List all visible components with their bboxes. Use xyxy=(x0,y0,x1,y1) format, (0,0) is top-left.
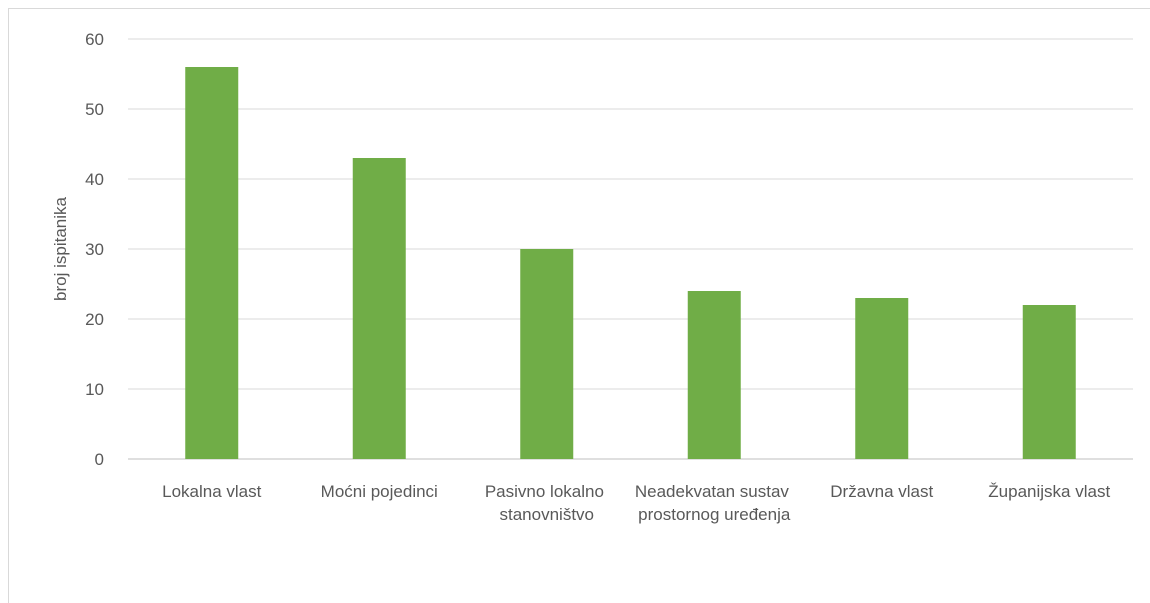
bar xyxy=(855,298,909,459)
x-tick-label: Neadekvatan sustav prostornog uređenja xyxy=(635,482,794,524)
x-tick-label: Državna vlast xyxy=(830,482,933,501)
bar xyxy=(520,249,574,459)
x-tick-label: Lokalna vlast xyxy=(162,482,262,501)
bar xyxy=(185,67,239,459)
x-tick-label: Moćni pojedinci xyxy=(321,482,438,501)
x-tick-label: Županijska vlast xyxy=(988,482,1110,501)
chart-border xyxy=(8,8,1150,603)
y-tick-label: 50 xyxy=(85,100,104,119)
x-tick-label: Pasivno lokalno stanovništvo xyxy=(485,482,609,524)
y-tick-label: 30 xyxy=(85,240,104,259)
bar xyxy=(1022,305,1076,459)
y-tick-label: 60 xyxy=(85,30,104,49)
y-tick-label: 10 xyxy=(85,380,104,399)
y-tick-label: 20 xyxy=(85,310,104,329)
y-axis-label: broj ispitanika xyxy=(51,196,70,300)
y-tick-label: 40 xyxy=(85,170,104,189)
bar xyxy=(352,158,406,459)
bar xyxy=(687,291,741,459)
y-tick-label: 0 xyxy=(95,450,104,469)
